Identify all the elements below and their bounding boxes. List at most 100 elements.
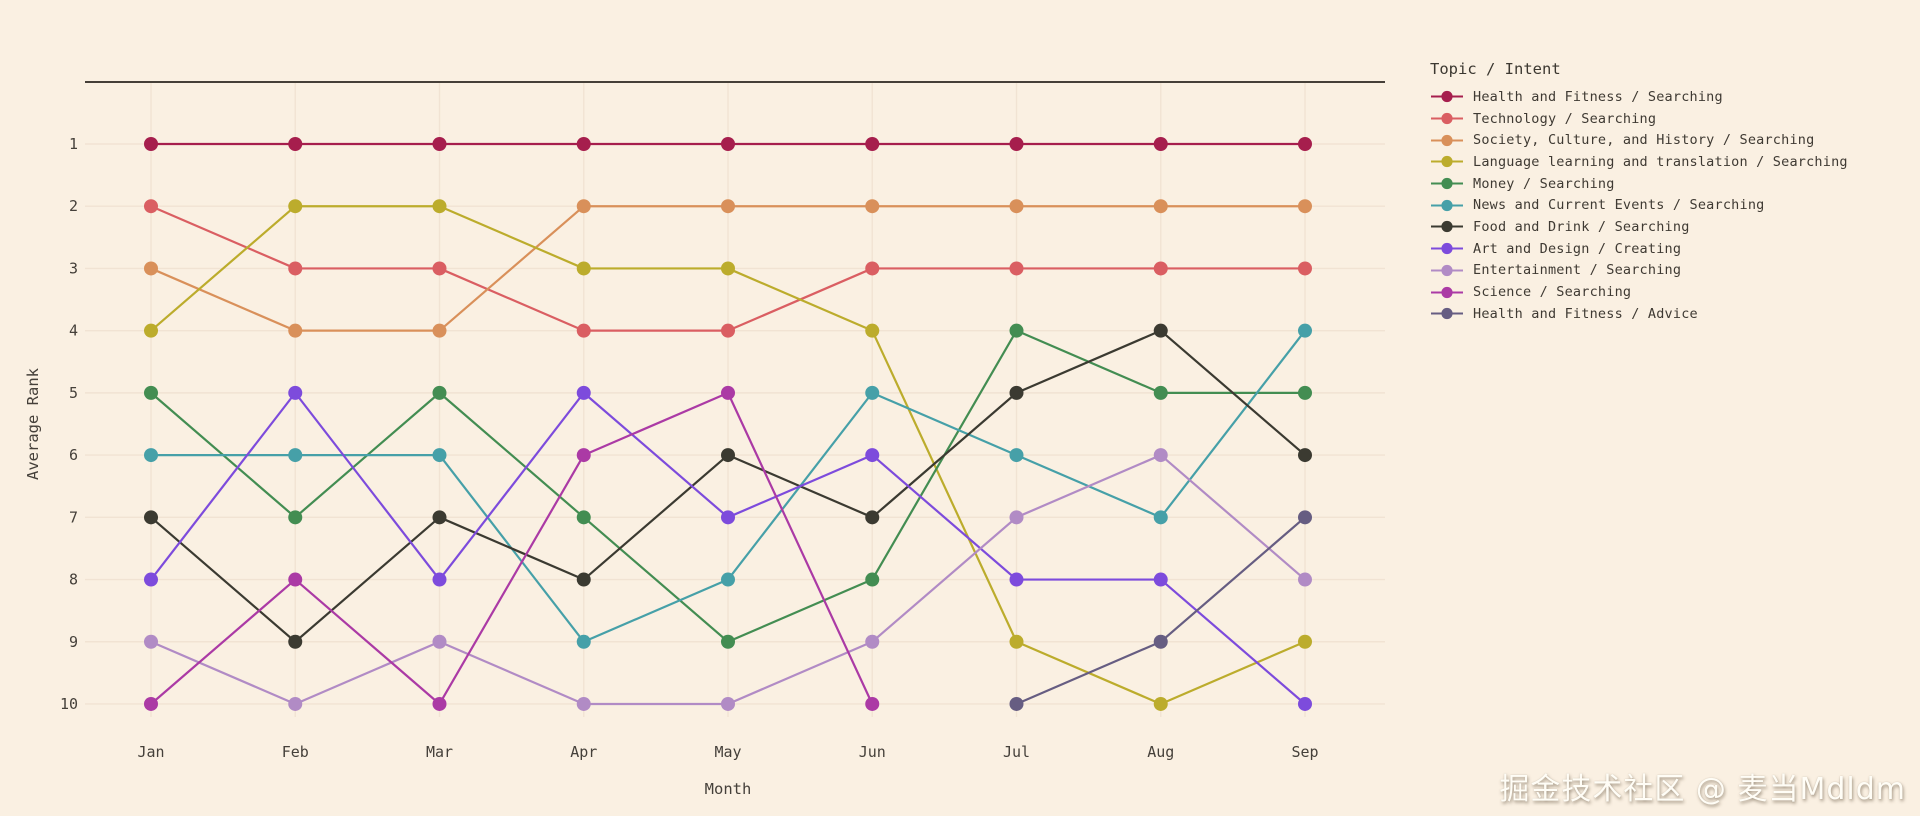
point-health-and-fitness-searching-jan[interactable] xyxy=(144,137,158,151)
point-food-and-drink-searching-sep[interactable] xyxy=(1298,448,1312,463)
point-entertainment-searching-may[interactable] xyxy=(721,696,735,711)
point-money-searching-may[interactable] xyxy=(721,634,735,649)
point-language-learning-and-translation-searching-may[interactable] xyxy=(721,261,735,276)
point-entertainment-searching-feb[interactable] xyxy=(288,696,303,711)
point-art-and-design-creating-may[interactable] xyxy=(721,510,735,525)
point-food-and-drink-searching-mar[interactable] xyxy=(432,510,447,525)
point-health-and-fitness-searching-mar[interactable] xyxy=(432,137,447,151)
point-news-and-current-events-searching-apr[interactable] xyxy=(576,634,591,649)
point-technology-searching-apr[interactable] xyxy=(576,323,591,338)
legend-item-health-and-fitness-searching[interactable]: Health and Fitness / Searching xyxy=(1430,86,1848,108)
point-health-and-fitness-advice-aug[interactable] xyxy=(1153,634,1168,649)
point-technology-searching-sep[interactable] xyxy=(1298,261,1312,276)
point-news-and-current-events-searching-mar[interactable] xyxy=(432,448,447,463)
point-art-and-design-creating-sep[interactable] xyxy=(1298,696,1312,711)
point-news-and-current-events-searching-jul[interactable] xyxy=(1009,448,1024,463)
point-food-and-drink-searching-jul[interactable] xyxy=(1009,385,1024,400)
point-language-learning-and-translation-searching-jun[interactable] xyxy=(865,323,880,338)
point-money-searching-feb[interactable] xyxy=(288,510,303,525)
point-society-culture-and-history-searching-jan[interactable] xyxy=(144,261,158,276)
point-society-culture-and-history-searching-apr[interactable] xyxy=(576,199,591,214)
legend-item-art-and-design-creating[interactable]: Art and Design / Creating xyxy=(1430,238,1848,260)
point-entertainment-searching-jan[interactable] xyxy=(144,634,158,649)
point-health-and-fitness-searching-apr[interactable] xyxy=(576,137,591,151)
point-science-searching-may[interactable] xyxy=(721,385,735,400)
point-health-and-fitness-searching-jul[interactable] xyxy=(1009,137,1024,151)
legend-item-food-and-drink-searching[interactable]: Food and Drink / Searching xyxy=(1430,216,1848,238)
point-society-culture-and-history-searching-jul[interactable] xyxy=(1009,199,1024,214)
point-entertainment-searching-apr[interactable] xyxy=(576,696,591,711)
point-news-and-current-events-searching-aug[interactable] xyxy=(1153,510,1168,525)
point-technology-searching-jul[interactable] xyxy=(1009,261,1024,276)
point-society-culture-and-history-searching-feb[interactable] xyxy=(288,323,303,338)
point-language-learning-and-translation-searching-jul[interactable] xyxy=(1009,634,1024,649)
point-art-and-design-creating-jan[interactable] xyxy=(144,572,158,587)
point-entertainment-searching-jul[interactable] xyxy=(1009,510,1024,525)
point-health-and-fitness-searching-may[interactable] xyxy=(721,137,735,151)
point-society-culture-and-history-searching-mar[interactable] xyxy=(432,323,447,338)
point-news-and-current-events-searching-sep[interactable] xyxy=(1298,323,1312,338)
point-language-learning-and-translation-searching-sep[interactable] xyxy=(1298,634,1312,649)
point-news-and-current-events-searching-jan[interactable] xyxy=(144,448,158,463)
point-money-searching-mar[interactable] xyxy=(432,385,447,400)
point-language-learning-and-translation-searching-aug[interactable] xyxy=(1153,696,1168,711)
point-health-and-fitness-searching-sep[interactable] xyxy=(1298,137,1312,151)
point-science-searching-jan[interactable] xyxy=(144,696,158,711)
point-entertainment-searching-mar[interactable] xyxy=(432,634,447,649)
legend-item-language-learning-and-translation-searching[interactable]: Language learning and translation / Sear… xyxy=(1430,151,1848,173)
point-society-culture-and-history-searching-may[interactable] xyxy=(721,199,735,214)
point-food-and-drink-searching-apr[interactable] xyxy=(576,572,591,587)
point-society-culture-and-history-searching-aug[interactable] xyxy=(1153,199,1168,214)
point-news-and-current-events-searching-feb[interactable] xyxy=(288,448,303,463)
point-money-searching-jul[interactable] xyxy=(1009,323,1024,338)
point-art-and-design-creating-mar[interactable] xyxy=(432,572,447,587)
point-health-and-fitness-searching-jun[interactable] xyxy=(865,137,880,151)
point-food-and-drink-searching-jun[interactable] xyxy=(865,510,880,525)
legend-item-money-searching[interactable]: Money / Searching xyxy=(1430,173,1848,195)
point-language-learning-and-translation-searching-feb[interactable] xyxy=(288,199,303,214)
point-society-culture-and-history-searching-jun[interactable] xyxy=(865,199,880,214)
point-food-and-drink-searching-jan[interactable] xyxy=(144,510,158,525)
legend-item-news-and-current-events-searching[interactable]: News and Current Events / Searching xyxy=(1430,194,1848,216)
point-health-and-fitness-advice-sep[interactable] xyxy=(1298,510,1312,525)
point-technology-searching-feb[interactable] xyxy=(288,261,303,276)
point-art-and-design-creating-apr[interactable] xyxy=(576,385,591,400)
point-technology-searching-may[interactable] xyxy=(721,323,735,338)
point-news-and-current-events-searching-jun[interactable] xyxy=(865,385,880,400)
point-science-searching-jun[interactable] xyxy=(865,696,880,711)
point-money-searching-jan[interactable] xyxy=(144,385,158,400)
point-art-and-design-creating-jun[interactable] xyxy=(865,448,880,463)
point-money-searching-apr[interactable] xyxy=(576,510,591,525)
point-art-and-design-creating-feb[interactable] xyxy=(288,385,303,400)
point-money-searching-sep[interactable] xyxy=(1298,385,1312,400)
point-food-and-drink-searching-may[interactable] xyxy=(721,448,735,463)
point-art-and-design-creating-aug[interactable] xyxy=(1153,572,1168,587)
point-science-searching-apr[interactable] xyxy=(576,448,591,463)
point-language-learning-and-translation-searching-mar[interactable] xyxy=(432,199,447,214)
legend-item-science-searching[interactable]: Science / Searching xyxy=(1430,281,1848,303)
point-entertainment-searching-jun[interactable] xyxy=(865,634,880,649)
point-technology-searching-aug[interactable] xyxy=(1153,261,1168,276)
point-technology-searching-jun[interactable] xyxy=(865,261,880,276)
point-food-and-drink-searching-aug[interactable] xyxy=(1153,323,1168,338)
point-health-and-fitness-advice-jul[interactable] xyxy=(1009,696,1024,711)
point-science-searching-mar[interactable] xyxy=(432,696,447,711)
legend-item-society-culture-and-history-searching[interactable]: Society, Culture, and History / Searchin… xyxy=(1430,129,1848,151)
point-food-and-drink-searching-feb[interactable] xyxy=(288,634,303,649)
point-technology-searching-jan[interactable] xyxy=(144,199,158,214)
point-society-culture-and-history-searching-sep[interactable] xyxy=(1298,199,1312,214)
legend-item-entertainment-searching[interactable]: Entertainment / Searching xyxy=(1430,260,1848,282)
point-news-and-current-events-searching-may[interactable] xyxy=(721,572,735,587)
point-entertainment-searching-aug[interactable] xyxy=(1153,448,1168,463)
point-health-and-fitness-searching-aug[interactable] xyxy=(1153,137,1168,151)
point-money-searching-jun[interactable] xyxy=(865,572,880,587)
point-technology-searching-mar[interactable] xyxy=(432,261,447,276)
point-health-and-fitness-searching-feb[interactable] xyxy=(288,137,303,151)
point-language-learning-and-translation-searching-jan[interactable] xyxy=(144,323,158,338)
point-money-searching-aug[interactable] xyxy=(1153,385,1168,400)
point-science-searching-feb[interactable] xyxy=(288,572,303,587)
legend-item-health-and-fitness-advice[interactable]: Health and Fitness / Advice xyxy=(1430,303,1848,325)
legend-item-technology-searching[interactable]: Technology / Searching xyxy=(1430,108,1848,130)
point-entertainment-searching-sep[interactable] xyxy=(1298,572,1312,587)
point-language-learning-and-translation-searching-apr[interactable] xyxy=(576,261,591,276)
